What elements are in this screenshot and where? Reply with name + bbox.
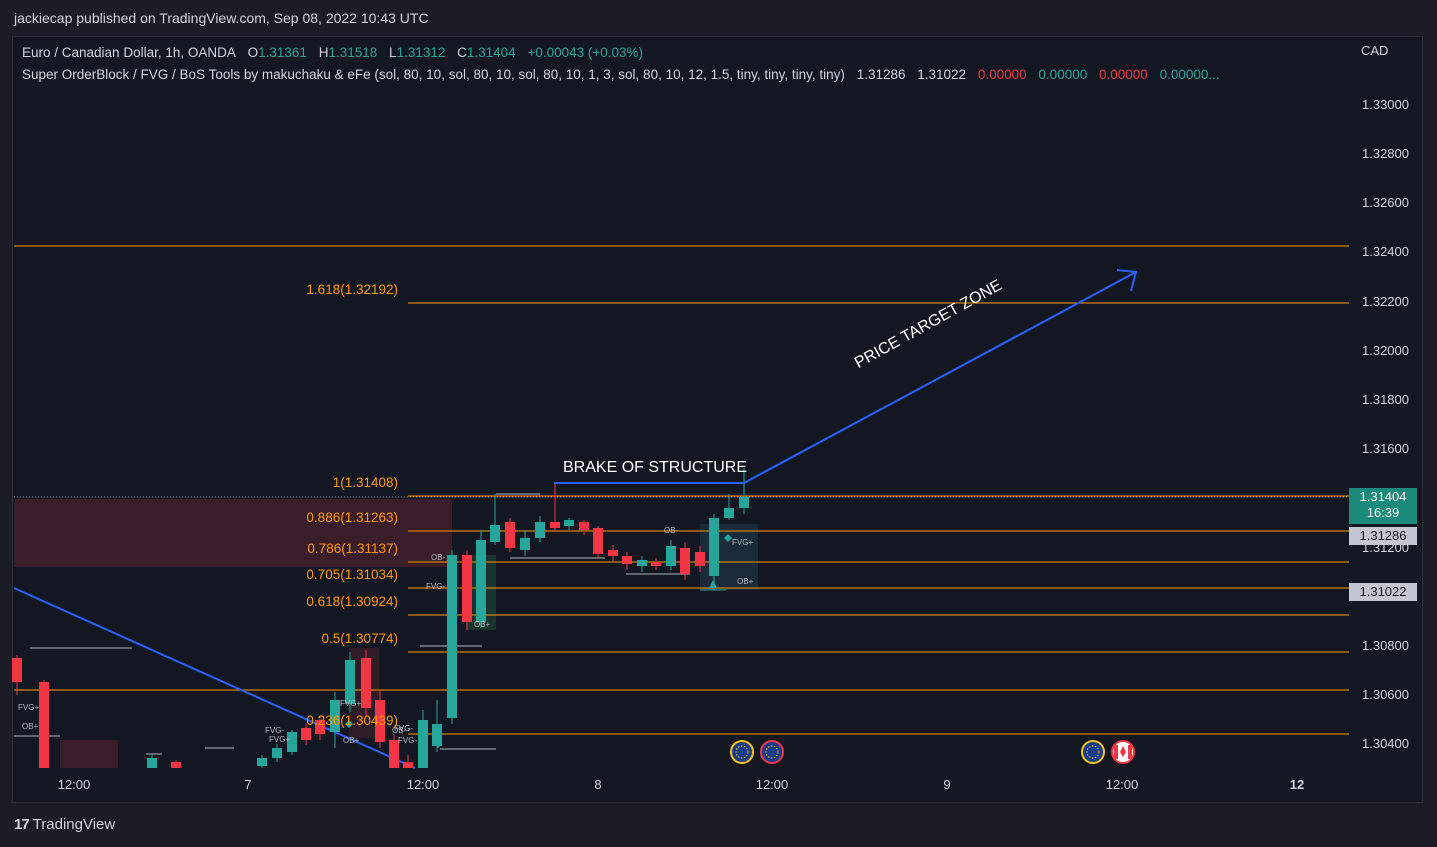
price-tick: 1.31800	[1362, 392, 1409, 407]
currency-label[interactable]: CAD	[1361, 43, 1389, 58]
current-price-value: 1.31404	[1359, 489, 1407, 504]
time-tick: 12:00	[1105, 777, 1139, 792]
bos-annotation[interactable]: BRAKE OF STRUCTURE	[563, 459, 748, 476]
fib-label-0886: 0.886(1.31263)	[306, 510, 398, 525]
open-label: O	[247, 45, 259, 60]
symbol-legend[interactable]: Euro / Canadian Dollar, 1h, OANDA O1.313…	[22, 45, 643, 60]
indicator-price-tag[interactable]: 1.31022	[1349, 583, 1417, 601]
publish-caption: jackiecap published on TradingView.com, …	[14, 10, 429, 26]
fib-label-0618: 0.618(1.30924)	[306, 594, 398, 609]
high-label: H	[318, 45, 329, 60]
fib-label-1618: 1.618(1.32192)	[306, 282, 398, 297]
indicator-value-5: 0.00000	[1099, 67, 1148, 82]
indicator-price-tag[interactable]: 1.31286	[1349, 527, 1417, 545]
price-tick: 1.32800	[1362, 146, 1409, 161]
low-label: L	[389, 45, 397, 60]
price-tick: 1.30400	[1362, 736, 1409, 751]
time-tick: 9	[943, 777, 951, 792]
bar-countdown: 16:39	[1366, 505, 1400, 520]
fib-label-0236: 0.236(1.30439)	[306, 713, 398, 728]
indicator-legend[interactable]: Super OrderBlock / FVG / BoS Tools by ma…	[22, 67, 1220, 82]
fib-label-0705: 0.705(1.31034)	[306, 567, 398, 582]
time-tick: 12:00	[406, 777, 440, 792]
price-tick: 1.31600	[1362, 441, 1409, 456]
price-tick: 1.32600	[1362, 195, 1409, 210]
price-tick: 1.33000	[1362, 97, 1409, 112]
indicator-value-1: 1.31286	[856, 67, 906, 82]
tradingview-footer[interactable]: 17 TradingView	[14, 816, 115, 833]
change-value: +0.00043 (+0.03%)	[527, 45, 644, 60]
indicator-value-3: 0.00000	[977, 67, 1027, 82]
indicator-value-2: 1.31022	[917, 67, 967, 82]
price-tick: 1.30600	[1362, 687, 1409, 702]
close-value: 1.31404	[466, 45, 516, 60]
fib-label-0786: 0.786(1.31137)	[307, 541, 398, 556]
indicator-value-4: 0.00000	[1038, 67, 1088, 82]
time-tick: 12:00	[755, 777, 789, 792]
low-value: 1.31312	[396, 45, 446, 60]
current-price-tag[interactable]: 1.31404 16:39	[1349, 488, 1417, 524]
close-label: C	[457, 45, 467, 60]
price-tick: 1.32400	[1362, 244, 1409, 259]
chart-pane[interactable]	[12, 36, 1423, 803]
time-tick: 8	[594, 777, 602, 792]
high-value: 1.31518	[328, 45, 378, 60]
open-value: 1.31361	[258, 45, 307, 60]
time-tick: 12	[1289, 777, 1305, 792]
fib-label-05: 0.5(1.30774)	[321, 631, 398, 646]
time-tick: 12:00	[57, 777, 91, 792]
fib-label-1: 1(1.31408)	[332, 475, 398, 490]
time-tick: 7	[244, 777, 252, 792]
brand-name: TradingView	[32, 816, 116, 833]
price-tick: 1.32000	[1362, 343, 1409, 358]
indicator-name: Super OrderBlock / FVG / BoS Tools by ma…	[22, 67, 845, 82]
price-tick: 1.32200	[1362, 294, 1409, 309]
price-tick: 1.30800	[1362, 638, 1409, 653]
symbol-name: Euro / Canadian Dollar, 1h, OANDA	[22, 45, 236, 60]
indicator-value-6: 0.00000...	[1159, 67, 1220, 82]
tradingview-logo-icon: 17	[14, 816, 30, 833]
